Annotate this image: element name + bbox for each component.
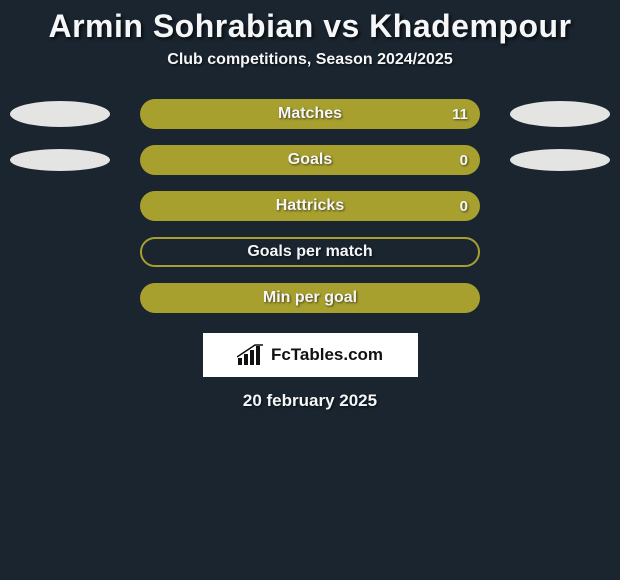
stat-value-right: 0 [460, 191, 468, 221]
stat-row: Hattricks0 [0, 191, 620, 221]
stat-row: Goals0 [0, 145, 620, 175]
stat-value-right: 11 [452, 99, 468, 129]
stat-value-right: 0 [460, 145, 468, 175]
footer-date: 20 february 2025 [243, 391, 377, 411]
stat-row: Matches11 [0, 99, 620, 129]
site-logo-box: FcTables.com [203, 333, 418, 377]
right-ellipse [510, 149, 610, 171]
stat-bar: Min per goal [140, 283, 480, 313]
site-name: FcTables.com [271, 345, 383, 365]
page-subtitle: Club competitions, Season 2024/2025 [167, 51, 452, 69]
stat-bar: Hattricks0 [140, 191, 480, 221]
bar-chart-icon [237, 344, 265, 366]
stat-label: Hattricks [140, 191, 480, 221]
left-ellipse [10, 149, 110, 171]
left-ellipse [10, 101, 110, 127]
stat-bar: Goals per match [140, 237, 480, 267]
stat-bar: Matches11 [140, 99, 480, 129]
stat-label: Goals [140, 145, 480, 175]
stat-label: Matches [140, 99, 480, 129]
page-title: Armin Sohrabian vs Khadempour [48, 8, 571, 45]
stat-label: Min per goal [140, 283, 480, 313]
infographic-container: Armin Sohrabian vs Khadempour Club compe… [0, 0, 620, 411]
right-ellipse [510, 101, 610, 127]
stats-area: Matches11Goals0Hattricks0Goals per match… [0, 99, 620, 329]
stat-bar: Goals0 [140, 145, 480, 175]
stat-row: Goals per match [0, 237, 620, 267]
stat-row: Min per goal [0, 283, 620, 313]
stat-label: Goals per match [140, 237, 480, 267]
